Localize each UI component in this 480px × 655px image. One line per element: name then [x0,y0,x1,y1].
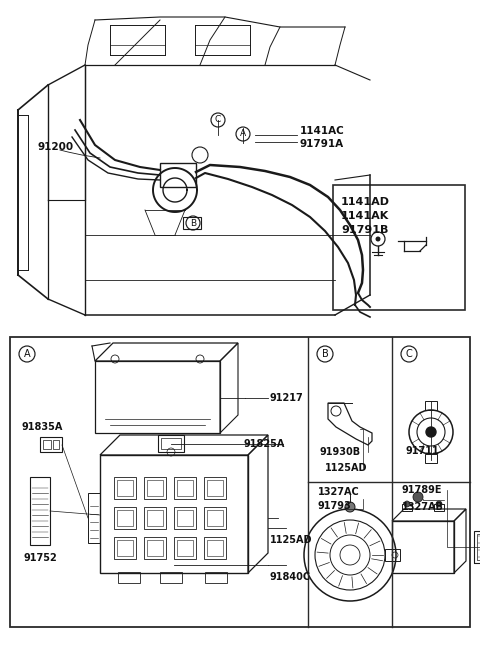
Bar [477,534,480,560]
Bar [392,521,454,573]
Bar [177,510,193,526]
Bar [204,507,226,529]
Bar [114,477,136,499]
Text: 91930B: 91930B [320,447,361,457]
Bar [177,540,193,556]
Bar [434,504,444,511]
Bar [114,507,136,529]
Bar [144,477,166,499]
Bar [183,217,201,229]
Text: 91791B: 91791B [341,225,388,235]
Text: 91835A: 91835A [22,422,63,432]
Bar [114,537,136,559]
Bar [161,438,181,449]
Circle shape [436,501,442,507]
Bar [144,507,166,529]
Text: 91793: 91793 [318,501,352,511]
Text: 1327AB: 1327AB [402,502,444,512]
Bar [204,477,226,499]
Bar [100,455,248,573]
Text: 1141AK: 1141AK [341,211,389,221]
Text: 1141AD: 1141AD [341,197,390,207]
Text: 91711: 91711 [406,446,440,456]
Text: A: A [240,130,246,138]
Bar [10,337,470,627]
Bar [95,361,220,433]
Text: 91825A: 91825A [244,439,285,449]
Bar [158,435,184,452]
Bar [43,440,51,449]
Bar [30,477,50,545]
Bar [147,540,163,556]
Bar [402,504,412,511]
Bar [88,493,100,543]
Text: B: B [322,349,328,359]
Text: 1141AC: 1141AC [300,126,345,136]
Circle shape [404,501,410,507]
Bar [117,540,133,556]
Bar [205,572,227,583]
Text: 1125AD: 1125AD [270,535,312,545]
Bar [160,572,182,583]
Bar [147,510,163,526]
Bar [174,507,196,529]
Text: C: C [215,115,221,124]
Bar [117,480,133,496]
Bar [425,454,437,463]
Bar [204,537,226,559]
Text: A: A [24,349,30,359]
Text: 91752: 91752 [23,553,57,563]
Text: 1327AC: 1327AC [318,487,360,497]
Bar [174,477,196,499]
Bar [177,480,193,496]
Bar [160,163,196,187]
Text: 91217: 91217 [270,393,304,403]
Circle shape [345,502,355,512]
Bar [333,185,465,310]
Text: 91840C: 91840C [270,572,311,582]
Bar [425,401,437,410]
Bar [144,537,166,559]
Bar [147,480,163,496]
Bar [207,480,223,496]
Text: 91791A: 91791A [300,139,344,149]
Bar [40,437,62,452]
Bar [174,537,196,559]
Text: B: B [190,219,196,227]
Text: 1125AD: 1125AD [325,463,368,473]
Bar [53,440,59,449]
Bar [474,531,480,563]
Bar [207,510,223,526]
Text: C: C [406,349,412,359]
Circle shape [426,427,436,437]
Text: 91200: 91200 [38,142,74,152]
Circle shape [375,236,381,242]
Bar [117,510,133,526]
Circle shape [413,492,423,502]
Text: 91789E: 91789E [402,485,443,495]
Bar [118,572,140,583]
Bar [207,540,223,556]
